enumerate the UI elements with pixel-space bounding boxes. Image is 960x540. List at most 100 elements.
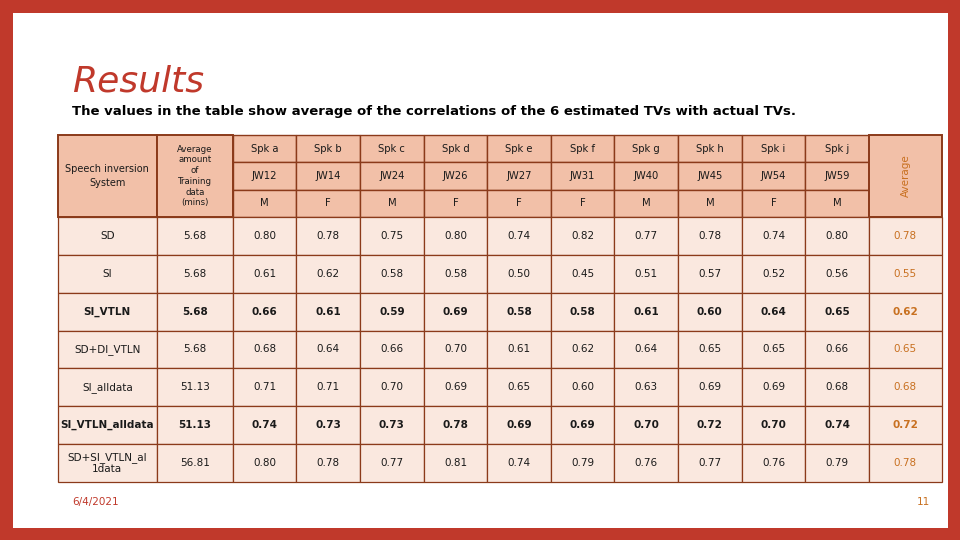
Text: 0.64: 0.64 xyxy=(635,345,658,354)
Text: 0.66: 0.66 xyxy=(826,345,849,354)
Bar xyxy=(488,190,551,217)
Bar xyxy=(742,406,805,444)
Text: 0.52: 0.52 xyxy=(762,269,785,279)
Bar xyxy=(233,135,297,163)
Bar xyxy=(360,444,423,482)
Text: Speech inversion
System: Speech inversion System xyxy=(65,164,149,187)
Bar xyxy=(233,217,297,255)
Text: 0.65: 0.65 xyxy=(894,345,917,354)
Text: 0.55: 0.55 xyxy=(894,269,917,279)
Text: 0.78: 0.78 xyxy=(698,231,721,241)
Text: 0.65: 0.65 xyxy=(825,307,850,316)
Bar xyxy=(423,406,488,444)
Text: 0.78: 0.78 xyxy=(317,231,340,241)
Bar xyxy=(614,135,678,163)
Text: 0.57: 0.57 xyxy=(698,269,721,279)
Bar xyxy=(742,293,805,330)
Text: Spk b: Spk b xyxy=(315,144,342,154)
Bar xyxy=(58,293,156,330)
Bar xyxy=(869,255,942,293)
Bar xyxy=(869,293,942,330)
Text: 51.13: 51.13 xyxy=(179,420,211,430)
Text: JW14: JW14 xyxy=(316,171,341,181)
Bar xyxy=(423,190,488,217)
Text: 51.13: 51.13 xyxy=(180,382,209,393)
Text: Spk i: Spk i xyxy=(761,144,785,154)
Text: 0.79: 0.79 xyxy=(826,458,849,468)
Text: 0.50: 0.50 xyxy=(508,269,531,279)
Bar xyxy=(614,190,678,217)
Text: 0.78: 0.78 xyxy=(443,420,468,430)
Bar xyxy=(156,135,233,217)
Bar xyxy=(360,368,423,406)
Text: Spk d: Spk d xyxy=(442,144,469,154)
Bar xyxy=(678,163,742,190)
Bar xyxy=(297,330,360,368)
Bar xyxy=(551,190,614,217)
Bar xyxy=(742,163,805,190)
Bar xyxy=(614,217,678,255)
Text: 0.65: 0.65 xyxy=(698,345,721,354)
Bar xyxy=(869,406,942,444)
Text: 0.77: 0.77 xyxy=(698,458,721,468)
Bar xyxy=(297,255,360,293)
Text: F: F xyxy=(771,198,777,208)
Text: 0.66: 0.66 xyxy=(380,345,403,354)
Text: 0.74: 0.74 xyxy=(762,231,785,241)
Bar xyxy=(805,255,869,293)
Bar xyxy=(156,255,233,293)
Bar xyxy=(742,330,805,368)
Bar xyxy=(488,255,551,293)
Bar xyxy=(742,444,805,482)
Text: F: F xyxy=(580,198,586,208)
Text: SI: SI xyxy=(103,269,112,279)
Bar xyxy=(297,217,360,255)
Bar xyxy=(805,293,869,330)
Bar xyxy=(614,444,678,482)
Text: 0.80: 0.80 xyxy=(253,458,276,468)
Text: F: F xyxy=(325,198,331,208)
Bar xyxy=(233,163,297,190)
Text: 0.62: 0.62 xyxy=(317,269,340,279)
Text: 0.69: 0.69 xyxy=(698,382,721,393)
Text: Spk c: Spk c xyxy=(378,144,405,154)
Text: Results: Results xyxy=(72,65,204,99)
Text: M: M xyxy=(388,198,396,208)
Text: 0.78: 0.78 xyxy=(894,458,917,468)
Bar xyxy=(233,368,297,406)
Text: SD+SI_VTLN_al
1data: SD+SI_VTLN_al 1data xyxy=(67,452,147,474)
Text: 5.68: 5.68 xyxy=(183,231,206,241)
Text: 0.79: 0.79 xyxy=(571,458,594,468)
Bar xyxy=(58,406,156,444)
Text: F: F xyxy=(516,198,522,208)
Bar xyxy=(551,255,614,293)
Text: 0.45: 0.45 xyxy=(571,269,594,279)
Bar xyxy=(678,368,742,406)
Bar xyxy=(678,293,742,330)
Bar xyxy=(360,190,423,217)
Bar xyxy=(869,330,942,368)
Text: 0.74: 0.74 xyxy=(824,420,850,430)
Bar xyxy=(423,217,488,255)
Bar xyxy=(869,368,942,406)
Bar xyxy=(678,444,742,482)
Text: 0.69: 0.69 xyxy=(506,420,532,430)
Text: 0.65: 0.65 xyxy=(762,345,785,354)
Bar xyxy=(58,135,156,217)
Text: SD+DI_VTLN: SD+DI_VTLN xyxy=(74,344,140,355)
Text: 0.77: 0.77 xyxy=(635,231,658,241)
Bar xyxy=(297,406,360,444)
Bar xyxy=(58,217,156,255)
Bar xyxy=(423,135,488,163)
Bar xyxy=(805,406,869,444)
Text: 0.80: 0.80 xyxy=(444,231,467,241)
Bar xyxy=(551,217,614,255)
Bar xyxy=(488,135,551,163)
Text: Average: Average xyxy=(900,154,910,198)
Text: M: M xyxy=(832,198,841,208)
Bar xyxy=(614,255,678,293)
Bar xyxy=(58,444,156,482)
Bar xyxy=(488,163,551,190)
Bar xyxy=(678,190,742,217)
Bar xyxy=(488,217,551,255)
